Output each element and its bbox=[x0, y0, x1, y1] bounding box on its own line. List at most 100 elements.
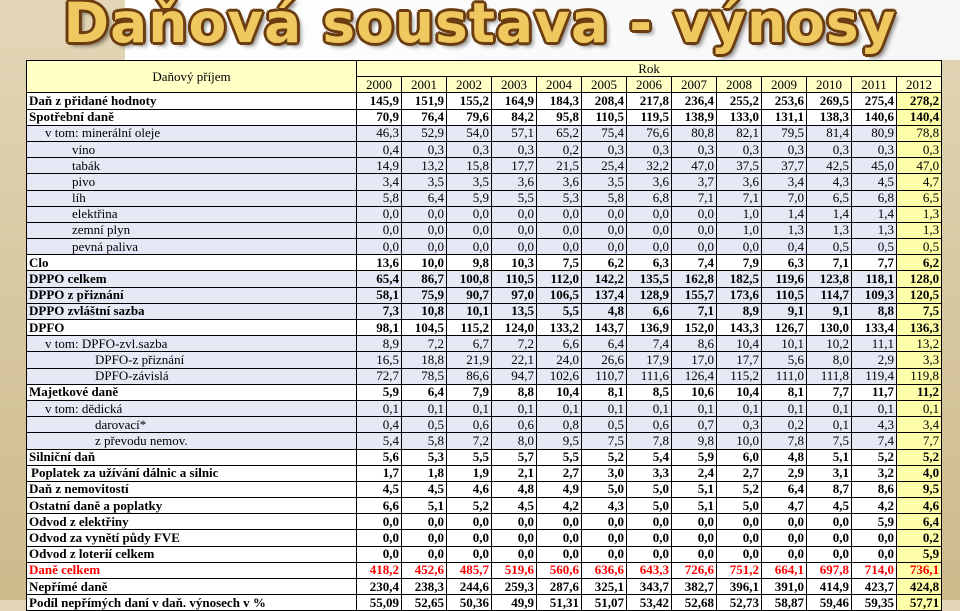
table-cell: 238,3 bbox=[401, 577, 447, 596]
table-cell: 133,2 bbox=[536, 318, 582, 337]
table-cell: 0,0 bbox=[356, 205, 402, 223]
table-cell: 4,2 bbox=[851, 497, 897, 515]
table-cell: 5,6 bbox=[761, 351, 807, 369]
table-cell: 0,0 bbox=[761, 513, 807, 531]
table-cell: 5,8 bbox=[581, 189, 627, 207]
table-cell: 126,7 bbox=[761, 318, 807, 337]
table-cell: 2,7 bbox=[536, 464, 582, 482]
table-cell: 414,9 bbox=[806, 577, 852, 596]
row-label: DPFO-z přiznání bbox=[26, 351, 357, 369]
table-cell: 110,5 bbox=[761, 286, 807, 304]
table-cell: 59,35 bbox=[851, 594, 897, 611]
table-cell: 25,4 bbox=[581, 157, 627, 175]
row-label: v tom: DPFO-zvl.sazba bbox=[26, 335, 357, 353]
table-cell: 0,2 bbox=[895, 529, 943, 547]
table-cell: 236,4 bbox=[671, 92, 717, 110]
table-row: Odvod z loterií celkem 0,0 0,0 0,0 0,0 0,0 0,0… bbox=[26, 545, 943, 563]
table-cell: 0,3 bbox=[806, 140, 852, 159]
table-cell: 2,1 bbox=[491, 464, 537, 482]
table-cell: 714,0 bbox=[851, 561, 897, 580]
table-cell: 3,2 bbox=[851, 464, 897, 482]
table-cell: 155,2 bbox=[446, 92, 492, 110]
table-cell: 0,0 bbox=[671, 238, 717, 256]
table-cell: 0,3 bbox=[671, 140, 717, 159]
table-cell: 1,9 bbox=[446, 464, 492, 482]
table-cell: 0,0 bbox=[401, 221, 447, 240]
table-cell: 8,8 bbox=[491, 383, 537, 401]
table-cell: 6,6 bbox=[536, 335, 582, 353]
table-cell: 76,6 bbox=[626, 124, 672, 142]
table-cell: 1,4 bbox=[851, 205, 897, 223]
table-cell: 115,2 bbox=[446, 318, 492, 337]
table-cell: 5,0 bbox=[716, 497, 762, 515]
table-cell: 8,9 bbox=[716, 302, 762, 321]
column-header-year: 2004 bbox=[536, 76, 582, 94]
table-cell: 102,6 bbox=[536, 367, 582, 385]
table-cell: 75,9 bbox=[401, 286, 447, 304]
row-label: pevná paliva bbox=[26, 238, 357, 256]
table-cell: 751,2 bbox=[716, 561, 762, 580]
column-header-year: 2009 bbox=[761, 76, 807, 94]
column-header-year: 2005 bbox=[581, 76, 627, 94]
row-label: zemní plyn bbox=[26, 221, 357, 240]
table-row: DPFO-závislá 72,7 78,5 86,6 94,7 102,6 110,7 11… bbox=[26, 367, 943, 385]
table-cell: 9,5 bbox=[536, 432, 582, 450]
table-row: Clo 13,6 10,0 9,8 10,3 7,5 6,2 6,3 7,4 7,9 6,3 7,1 7… bbox=[26, 254, 943, 272]
table-cell: 0,8 bbox=[536, 416, 582, 434]
table-cell: 98,1 bbox=[356, 318, 402, 337]
table-cell: 7,9 bbox=[446, 383, 492, 401]
table-cell: 111,6 bbox=[626, 367, 672, 385]
row-label: Poplatek za užívání dálnic a silnic bbox=[26, 464, 357, 482]
table-cell: 5,5 bbox=[536, 302, 582, 321]
table-cell: 0,0 bbox=[356, 545, 402, 563]
table-row: Nepřímé daně 230,4 238,3 244,6 259,3 287,6 325… bbox=[26, 577, 943, 596]
table-cell: 136,9 bbox=[626, 318, 672, 337]
table-cell: 0,5 bbox=[806, 238, 852, 256]
row-label: Odvod z loterií celkem bbox=[26, 545, 357, 563]
table-cell: 8,7 bbox=[806, 480, 852, 499]
table-cell: 130,0 bbox=[806, 318, 852, 337]
table-cell: 4,9 bbox=[536, 480, 582, 499]
table-cell: 0,0 bbox=[581, 205, 627, 223]
table-cell: 6,0 bbox=[716, 448, 762, 466]
table-cell: 7,3 bbox=[356, 302, 402, 321]
table-cell: 110,5 bbox=[491, 270, 537, 288]
table-cell: 0,1 bbox=[581, 399, 627, 418]
row-label: DPPO celkem bbox=[26, 270, 357, 288]
table-cell: 1,3 bbox=[895, 205, 943, 223]
table-cell: 119,8 bbox=[895, 367, 943, 385]
table-cell: 1,7 bbox=[356, 464, 402, 482]
table-cell: 5,2 bbox=[446, 497, 492, 515]
table-cell: 208,4 bbox=[581, 92, 627, 110]
table-cell: 7,7 bbox=[806, 383, 852, 401]
column-header-year: 2002 bbox=[446, 76, 492, 94]
table-row: Podíl nepřímých daní v daň. výnosech v %… bbox=[26, 594, 943, 611]
table-cell: 0,0 bbox=[716, 238, 762, 256]
row-label: tabák bbox=[26, 157, 357, 175]
table-cell: 0,1 bbox=[446, 399, 492, 418]
table-cell: 255,2 bbox=[716, 92, 762, 110]
table-cell: 0,0 bbox=[491, 545, 537, 563]
table-cell: 7,9 bbox=[716, 254, 762, 272]
table-cell: 140,6 bbox=[851, 108, 897, 126]
table-cell: 6,4 bbox=[895, 513, 943, 531]
table-cell: 95,8 bbox=[536, 108, 582, 126]
table-cell: 90,7 bbox=[446, 286, 492, 304]
table-cell: 78,8 bbox=[895, 124, 943, 142]
table-row: v tom: dědická 0,1 0,1 0,1 0,1 0,1 0,1 0,1 0,1 0,… bbox=[26, 399, 943, 418]
table-cell: 0,0 bbox=[491, 513, 537, 531]
table-cell: 0,0 bbox=[446, 221, 492, 240]
table-cell: 58,1 bbox=[356, 286, 402, 304]
table-cell: 13,2 bbox=[895, 335, 943, 353]
table-cell: 47,0 bbox=[895, 157, 943, 175]
table-cell: 382,7 bbox=[671, 577, 717, 596]
table-cell: 269,5 bbox=[806, 92, 852, 110]
table-cell: 0,0 bbox=[491, 238, 537, 256]
table-cell: 3,4 bbox=[761, 173, 807, 191]
table-cell: 126,4 bbox=[671, 367, 717, 385]
row-label: DPPO z přiznání bbox=[26, 286, 357, 304]
table-cell: 75,4 bbox=[581, 124, 627, 142]
table-cell: 0,6 bbox=[491, 416, 537, 434]
table-cell: 3,6 bbox=[491, 173, 537, 191]
table-cell: 42,5 bbox=[806, 157, 852, 175]
